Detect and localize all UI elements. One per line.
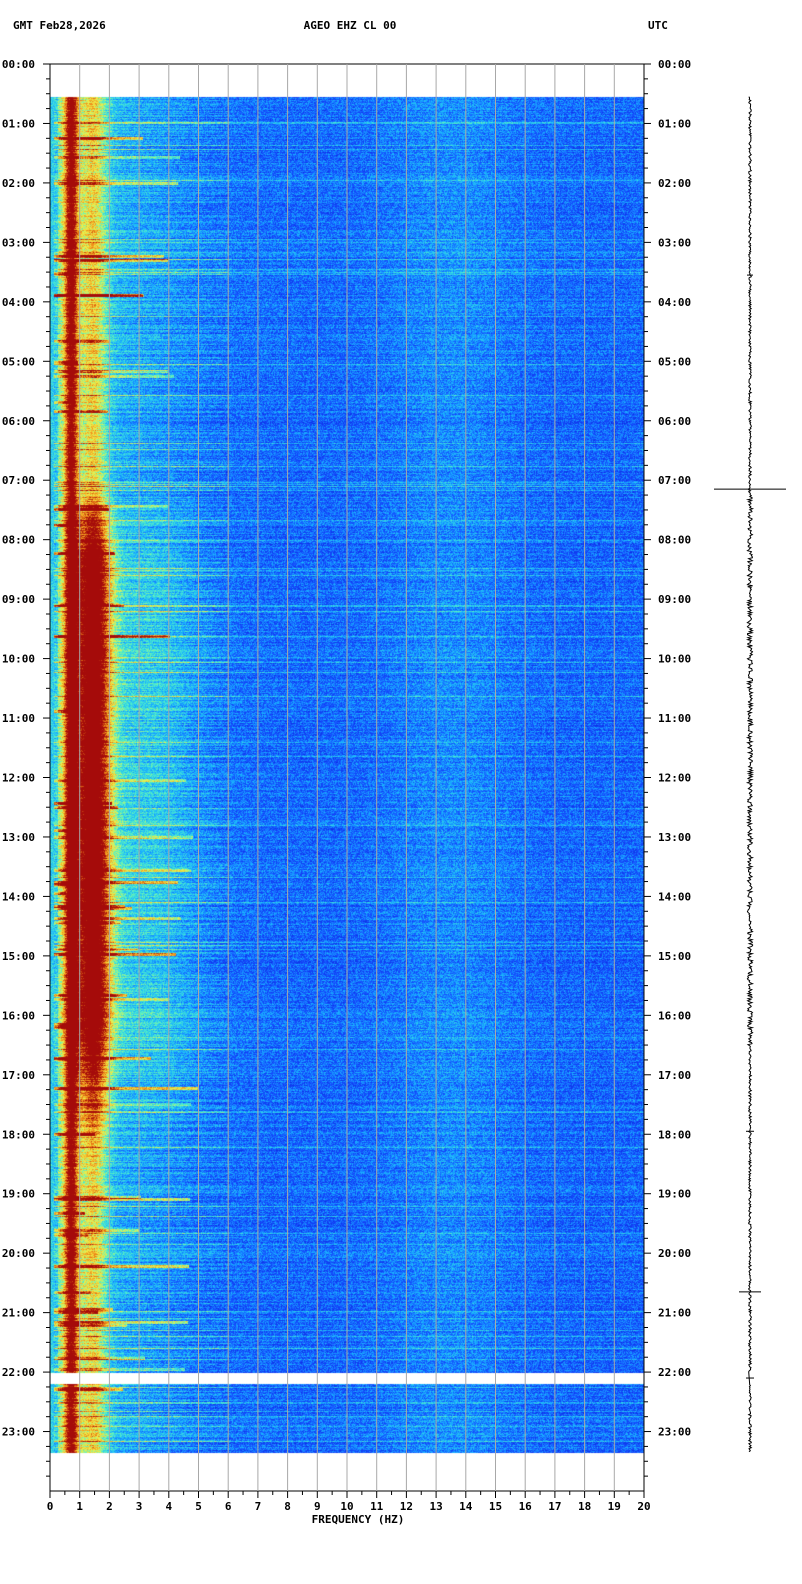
- y-tick-label-right: 17:00: [658, 1069, 691, 1082]
- seismogram-trace: [745, 96, 755, 1453]
- x-tick-label: 8: [284, 1500, 291, 1513]
- y-tick-label-left: 07:00: [2, 474, 35, 487]
- y-tick-label-right: 07:00: [658, 474, 691, 487]
- x-tick-label: 2: [106, 1500, 113, 1513]
- y-tick-label-left: 10:00: [2, 653, 35, 666]
- y-tick-label-left: 14:00: [2, 890, 35, 903]
- y-tick-label-right: 20:00: [658, 1247, 691, 1260]
- y-tick-label-right: 11:00: [658, 712, 691, 725]
- x-tick-label: 9: [314, 1500, 321, 1513]
- y-tick-label-left: 04:00: [2, 296, 35, 309]
- y-tick-label-right: 02:00: [658, 177, 691, 190]
- y-tick-label-left: 21:00: [2, 1307, 35, 1320]
- x-tick-label: 11: [370, 1500, 384, 1513]
- y-tick-label-left: 02:00: [2, 177, 35, 190]
- x-tick-label: 19: [608, 1500, 621, 1513]
- y-tick-label-right: 03:00: [658, 236, 691, 249]
- x-tick-label: 13: [429, 1500, 442, 1513]
- x-tick-label: 10: [340, 1500, 353, 1513]
- header-left: GMT Feb28,2026: [13, 19, 106, 32]
- y-tick-label-right: 18:00: [658, 1128, 691, 1141]
- y-tick-label-right: 12:00: [658, 772, 691, 785]
- x-tick-label: 16: [519, 1500, 533, 1513]
- y-tick-label-right: 15:00: [658, 950, 691, 963]
- y-tick-label-left: 05:00: [2, 355, 35, 368]
- y-tick-label-right: 04:00: [658, 296, 691, 309]
- y-tick-label-right: 14:00: [658, 890, 691, 903]
- y-tick-label-right: 08:00: [658, 534, 691, 547]
- x-tick-label: 4: [165, 1500, 172, 1513]
- x-tick-label: 12: [400, 1500, 413, 1513]
- x-tick-label: 6: [225, 1500, 232, 1513]
- x-tick-label: 0: [47, 1500, 54, 1513]
- x-tick-label: 7: [255, 1500, 262, 1513]
- y-tick-label-right: 10:00: [658, 653, 691, 666]
- y-tick-label-right: 13:00: [658, 831, 691, 844]
- y-tick-label-left: 11:00: [2, 712, 35, 725]
- x-tick-label: 14: [459, 1500, 473, 1513]
- header-right: UTC: [648, 19, 668, 32]
- y-tick-label-left: 22:00: [2, 1366, 35, 1379]
- y-tick-label-left: 19:00: [2, 1188, 35, 1201]
- y-tick-label-left: 00:00: [2, 58, 35, 71]
- y-tick-label-right: 19:00: [658, 1188, 691, 1201]
- y-tick-label-right: 16:00: [658, 1009, 691, 1022]
- y-tick-label-left: 06:00: [2, 415, 35, 428]
- y-tick-label-left: 08:00: [2, 534, 35, 547]
- y-tick-label-right: 00:00: [658, 58, 691, 71]
- y-tick-label-right: 05:00: [658, 355, 691, 368]
- y-tick-label-right: 21:00: [658, 1307, 691, 1320]
- y-tick-label-left: 18:00: [2, 1128, 35, 1141]
- y-tick-label-left: 23:00: [2, 1426, 35, 1439]
- y-tick-label-left: 09:00: [2, 593, 35, 606]
- x-tick-label: 1: [76, 1500, 83, 1513]
- y-tick-label-right: 01:00: [658, 117, 691, 130]
- x-tick-label: 5: [195, 1500, 202, 1513]
- y-tick-label-left: 16:00: [2, 1009, 35, 1022]
- x-tick-label: 3: [136, 1500, 143, 1513]
- y-tick-label-right: 23:00: [658, 1426, 691, 1439]
- y-tick-label-left: 12:00: [2, 772, 35, 785]
- y-tick-label-left: 15:00: [2, 950, 35, 963]
- x-axis-label: FREQUENCY (HZ): [312, 1513, 405, 1526]
- y-tick-label-right: 09:00: [658, 593, 691, 606]
- y-tick-label-left: 17:00: [2, 1069, 35, 1082]
- y-tick-label-left: 01:00: [2, 117, 35, 130]
- header-title: AGEO EHZ CL 00: [304, 19, 397, 32]
- y-tick-label-left: 20:00: [2, 1247, 35, 1260]
- x-tick-label: 15: [489, 1500, 502, 1513]
- x-tick-label: 18: [578, 1500, 591, 1513]
- y-tick-label-right: 06:00: [658, 415, 691, 428]
- y-tick-label-left: 13:00: [2, 831, 35, 844]
- x-tick-label: 17: [548, 1500, 561, 1513]
- y-tick-label-left: 03:00: [2, 236, 35, 249]
- x-tick-label: 20: [637, 1500, 650, 1513]
- y-tick-label-right: 22:00: [658, 1366, 691, 1379]
